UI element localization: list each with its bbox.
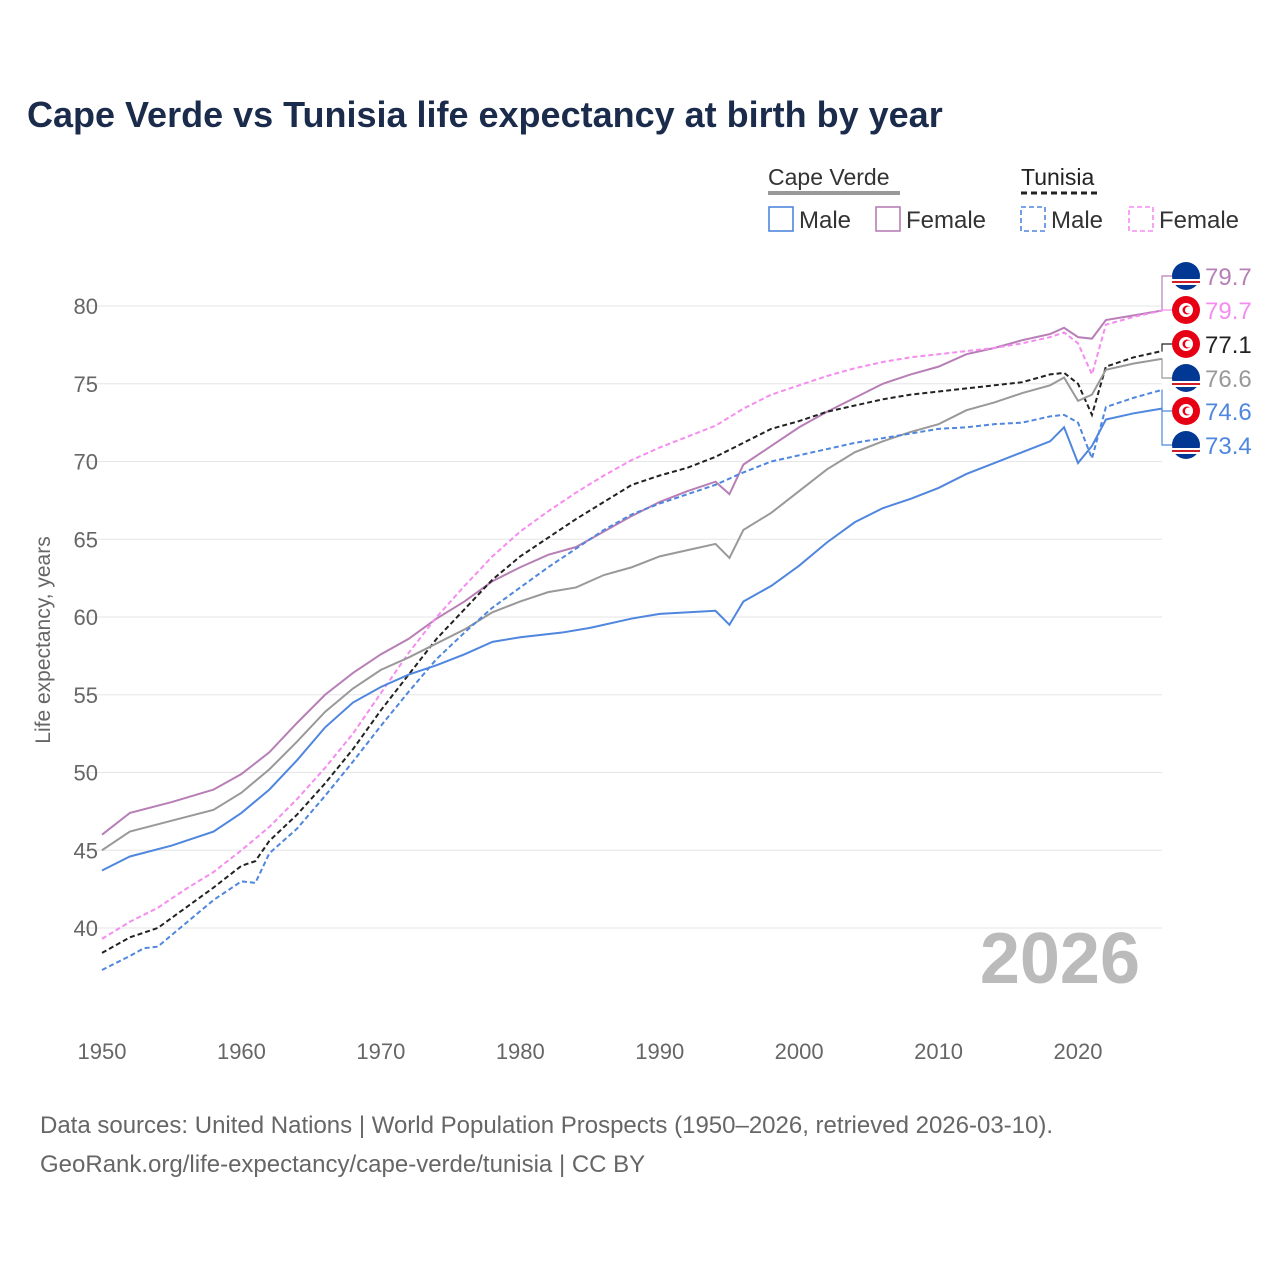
y-tick-label: 60 <box>74 605 98 630</box>
cape-verde-flag-icon <box>1172 262 1200 290</box>
chart-title: Cape Verde vs Tunisia life expectancy at… <box>27 94 943 135</box>
y-tick-label: 70 <box>74 450 98 475</box>
y-tick-label: 75 <box>74 372 98 397</box>
year-watermark: 2026 <box>980 919 1140 999</box>
series-line-cape-verde-female <box>101 309 1162 836</box>
y-tick-label: 40 <box>74 916 98 941</box>
x-tick-label: 2010 <box>914 1039 963 1064</box>
legend-swatch <box>1020 206 1046 232</box>
end-value-label: 79.7 <box>1205 298 1252 325</box>
cape-verde-flag-icon <box>1172 431 1200 459</box>
cape-verde-flag-icon <box>1172 364 1200 392</box>
label-connector <box>1161 389 1172 412</box>
flag-stripe <box>1172 450 1200 452</box>
label-connector <box>1161 408 1172 446</box>
legend-label: Male <box>1051 207 1103 234</box>
source-line: Data sources: United Nations | World Pop… <box>40 1112 1054 1139</box>
end-value-label: 76.6 <box>1205 366 1252 393</box>
x-tick-label: 1990 <box>635 1039 684 1064</box>
y-tick-label: 65 <box>74 527 98 552</box>
y-tick-label: 55 <box>74 683 98 708</box>
y-tick-label: 45 <box>74 838 98 863</box>
end-value-label: 73.4 <box>1205 433 1252 460</box>
label-connector <box>1161 358 1172 379</box>
y-tick-label: 50 <box>74 761 98 786</box>
x-tick-label: 1970 <box>356 1039 405 1064</box>
legend-label: Female <box>906 207 986 234</box>
series-line-tunisia-female <box>101 309 1162 940</box>
x-tick-label: 1980 <box>496 1039 545 1064</box>
source-note: Data sources: United Nations | World Pop… <box>40 1106 1053 1184</box>
y-tick-label: 80 <box>74 294 98 319</box>
flag-stripe <box>1172 281 1200 283</box>
legend-swatch <box>768 206 794 232</box>
series-line-cape-verde <box>101 357 1162 852</box>
x-tick-label: 2020 <box>1054 1039 1103 1064</box>
legend-group-title: Cape Verde <box>768 164 889 190</box>
legend-label: Female <box>1159 207 1239 234</box>
series-line-tunisia <box>101 350 1162 954</box>
flag-crescent-inner <box>1185 306 1192 314</box>
x-tick-label: 2000 <box>775 1039 824 1064</box>
flag-crescent-inner <box>1185 407 1192 415</box>
legend-label: Male <box>799 207 851 234</box>
source-link[interactable]: GeoRank.org/life-expectancy/cape-verde/t… <box>40 1151 646 1178</box>
series-line-tunisia-male <box>101 389 1162 971</box>
x-tick-label: 1950 <box>78 1039 127 1064</box>
legend-swatch <box>875 206 901 232</box>
end-value-label: 79.7 <box>1205 264 1252 291</box>
legend-group-title: Tunisia <box>1021 164 1094 190</box>
label-connector <box>1161 309 1172 312</box>
x-tick-label: 1960 <box>217 1039 266 1064</box>
label-connector <box>1161 275 1172 312</box>
end-value-label: 77.1 <box>1205 332 1252 359</box>
flag-stripe <box>1172 383 1200 385</box>
flag-crescent-inner <box>1185 340 1192 348</box>
label-connector <box>1161 343 1172 352</box>
end-value-label: 74.6 <box>1205 399 1252 426</box>
series-line-cape-verde-male <box>101 407 1162 872</box>
legend-swatch <box>1128 206 1154 232</box>
y-axis-label: Life expectancy, years <box>32 536 55 743</box>
